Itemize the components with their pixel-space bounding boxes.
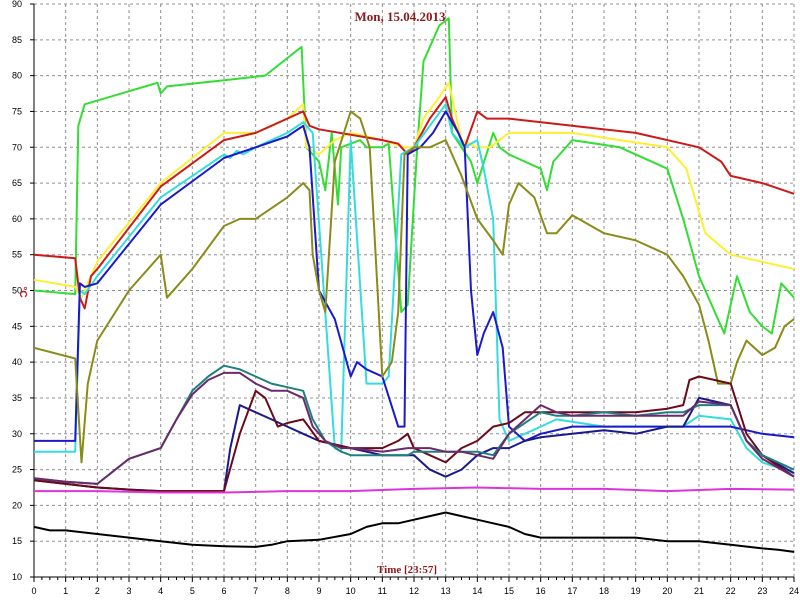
x-tick-label: 9: [316, 586, 321, 596]
x-tick-label: 8: [285, 586, 290, 596]
x-tick-label: 23: [757, 586, 767, 596]
x-tick-label: 18: [599, 586, 609, 596]
y-tick-label: 70: [12, 142, 22, 152]
x-tick-label: 10: [346, 586, 356, 596]
y-axis-label: °C: [17, 286, 28, 297]
x-tick-label: 2: [95, 586, 100, 596]
y-tick-label: 50: [12, 286, 22, 296]
x-tick-label: 14: [472, 586, 482, 596]
y-tick-label: 20: [12, 500, 22, 510]
x-tick-label: 22: [726, 586, 736, 596]
y-tick-label: 90: [12, 0, 22, 9]
y-tick-label: 35: [12, 393, 22, 403]
y-tick-label: 40: [12, 357, 22, 367]
x-tick-label: 16: [536, 586, 546, 596]
series-line-6: [33, 110, 795, 464]
y-tick-label: 55: [12, 250, 22, 260]
x-axis-label: Time [23:57]: [377, 564, 437, 576]
y-tick-label: 85: [12, 35, 22, 45]
x-tick-label: 17: [567, 586, 577, 596]
x-tick-label: 19: [631, 586, 641, 596]
x-tick-label: 5: [190, 586, 195, 596]
series-line-12: [33, 511, 795, 553]
series-line-10: [33, 371, 795, 485]
x-tick-label: 0: [31, 586, 36, 596]
y-tick-label: 60: [12, 214, 22, 224]
y-tick-label: 45: [12, 321, 22, 331]
x-tick-label: 20: [662, 586, 672, 596]
x-tick-label: 7: [253, 586, 258, 596]
x-tick-label: 13: [441, 586, 451, 596]
y-tick-label: 15: [12, 536, 22, 546]
chart-title: Mon, 15.04.2013: [355, 9, 447, 24]
series-group: [33, 17, 795, 553]
y-tick-label: 10: [12, 572, 22, 582]
series-line-1: [33, 17, 795, 335]
series-line-9: [33, 364, 795, 485]
x-tick-label: 15: [504, 586, 514, 596]
x-tick-label: 11: [378, 586, 387, 596]
y-tick-label: 30: [12, 429, 22, 439]
x-tick-label: 12: [409, 586, 419, 596]
series-line-2: [33, 81, 795, 299]
tick-labels: 0 1 2 3 4 5 6 7 8 9 10 11 12 13 14 15 16 17 18 19 20 21 22 23 24…: [12, 0, 799, 596]
x-tick-label: 21: [694, 586, 704, 596]
x-tick-label: 24: [789, 586, 799, 596]
x-tick-label: 3: [126, 586, 131, 596]
x-tick-label: 6: [221, 586, 226, 596]
y-tick-label: 80: [12, 71, 22, 81]
x-tick-label: 4: [158, 586, 163, 596]
series-line-11: [34, 486, 795, 494]
y-tick-label: 65: [12, 178, 22, 188]
y-tick-label: 75: [12, 106, 22, 116]
x-tick-label: 1: [63, 586, 68, 596]
y-tick-label: 25: [12, 465, 22, 475]
